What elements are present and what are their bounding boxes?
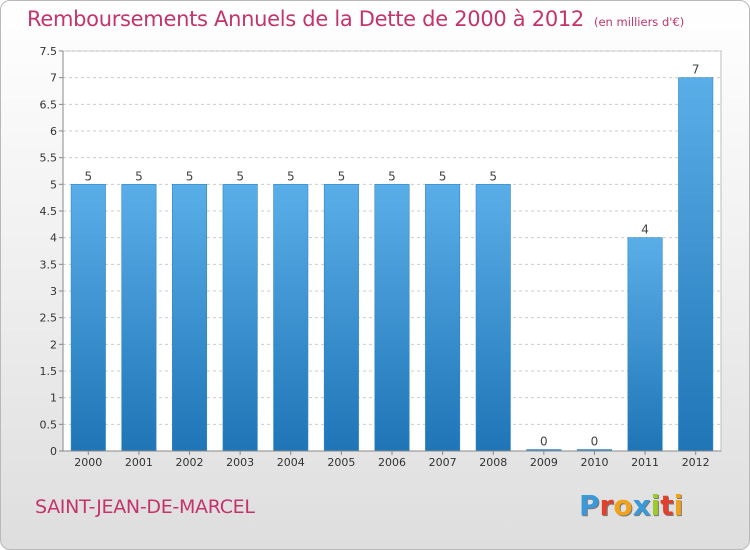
x-tick-label: 2004 <box>277 456 305 469</box>
data-label-2002: 5 <box>186 169 194 183</box>
bar-2008 <box>475 184 511 452</box>
x-tick-label: 2005 <box>327 456 355 469</box>
y-tick-label: 1 <box>50 392 57 405</box>
x-tick-label: 2007 <box>429 456 457 469</box>
data-label-2003: 5 <box>236 169 244 183</box>
data-label-2011: 4 <box>641 223 649 237</box>
data-label-2000: 5 <box>84 169 92 183</box>
x-tick-label: 2011 <box>631 456 659 469</box>
x-tick-label: 2003 <box>226 456 254 469</box>
data-label-2006: 5 <box>388 169 396 183</box>
y-tick-label: 5.5 <box>40 152 58 165</box>
data-label-2001: 5 <box>135 169 143 183</box>
bar-2000 <box>70 184 106 452</box>
proxiti-logo-letter: x <box>632 489 651 522</box>
data-label-2004: 5 <box>287 169 295 183</box>
chart-subtitle: (en milliers d'€) <box>594 15 685 29</box>
y-tick-label: 2.5 <box>40 312 58 325</box>
y-tick-label: 4 <box>50 232 57 245</box>
chart-title: Remboursements Annuels de la Dette de 20… <box>27 7 685 31</box>
data-label-2008: 5 <box>489 169 497 183</box>
y-tick-label: 0 <box>50 445 57 458</box>
proxiti-logo-letter: P <box>579 489 600 522</box>
x-tick-label: 2010 <box>580 456 608 469</box>
bar-2011 <box>627 237 663 452</box>
commune-name: SAINT-JEAN-DE-MARCEL <box>35 496 255 518</box>
y-tick-label: 2 <box>50 338 57 351</box>
bar-2007 <box>425 184 461 452</box>
proxiti-logo-letter: o <box>613 489 633 522</box>
bar-2003 <box>222 184 258 452</box>
bar-2004 <box>273 184 309 452</box>
proxiti-logo-letter: r <box>599 489 614 522</box>
data-label-2007: 5 <box>439 169 447 183</box>
data-label-2009: 0 <box>540 435 548 449</box>
x-tick-label: 2006 <box>378 456 406 469</box>
y-tick-label: 3 <box>50 285 57 298</box>
x-tick-label: 2012 <box>682 456 710 469</box>
bar-2002 <box>172 184 208 452</box>
x-tick-label: 2000 <box>74 456 102 469</box>
y-tick-label: 7.5 <box>40 45 58 58</box>
proxiti-logo-letter: t <box>660 489 674 522</box>
bar-2006 <box>374 184 410 452</box>
x-tick-label: 2008 <box>479 456 507 469</box>
data-label-2005: 5 <box>338 169 346 183</box>
x-tick-label: 2009 <box>530 456 558 469</box>
y-tick-label: 0.5 <box>40 418 58 431</box>
x-tick-label: 2001 <box>125 456 153 469</box>
y-tick-label: 6.5 <box>40 98 58 111</box>
proxiti-logo: Proxiti <box>579 489 683 522</box>
y-tick-label: 1.5 <box>40 365 58 378</box>
y-tick-label: 5 <box>50 178 57 191</box>
y-tick-label: 3.5 <box>40 258 58 271</box>
bar-2005 <box>323 184 359 452</box>
y-tick-label: 4.5 <box>40 205 58 218</box>
x-tick-label: 2002 <box>176 456 204 469</box>
proxiti-logo-letter: i <box>673 489 684 522</box>
proxiti-logo-letter: i <box>650 489 661 522</box>
y-tick-label: 6 <box>50 125 57 138</box>
y-tick-label: 7 <box>50 72 57 85</box>
data-label-2010: 0 <box>591 435 599 449</box>
bar-2001 <box>121 184 157 452</box>
data-label-2012: 7 <box>692 63 700 77</box>
bar-2012 <box>678 77 714 452</box>
